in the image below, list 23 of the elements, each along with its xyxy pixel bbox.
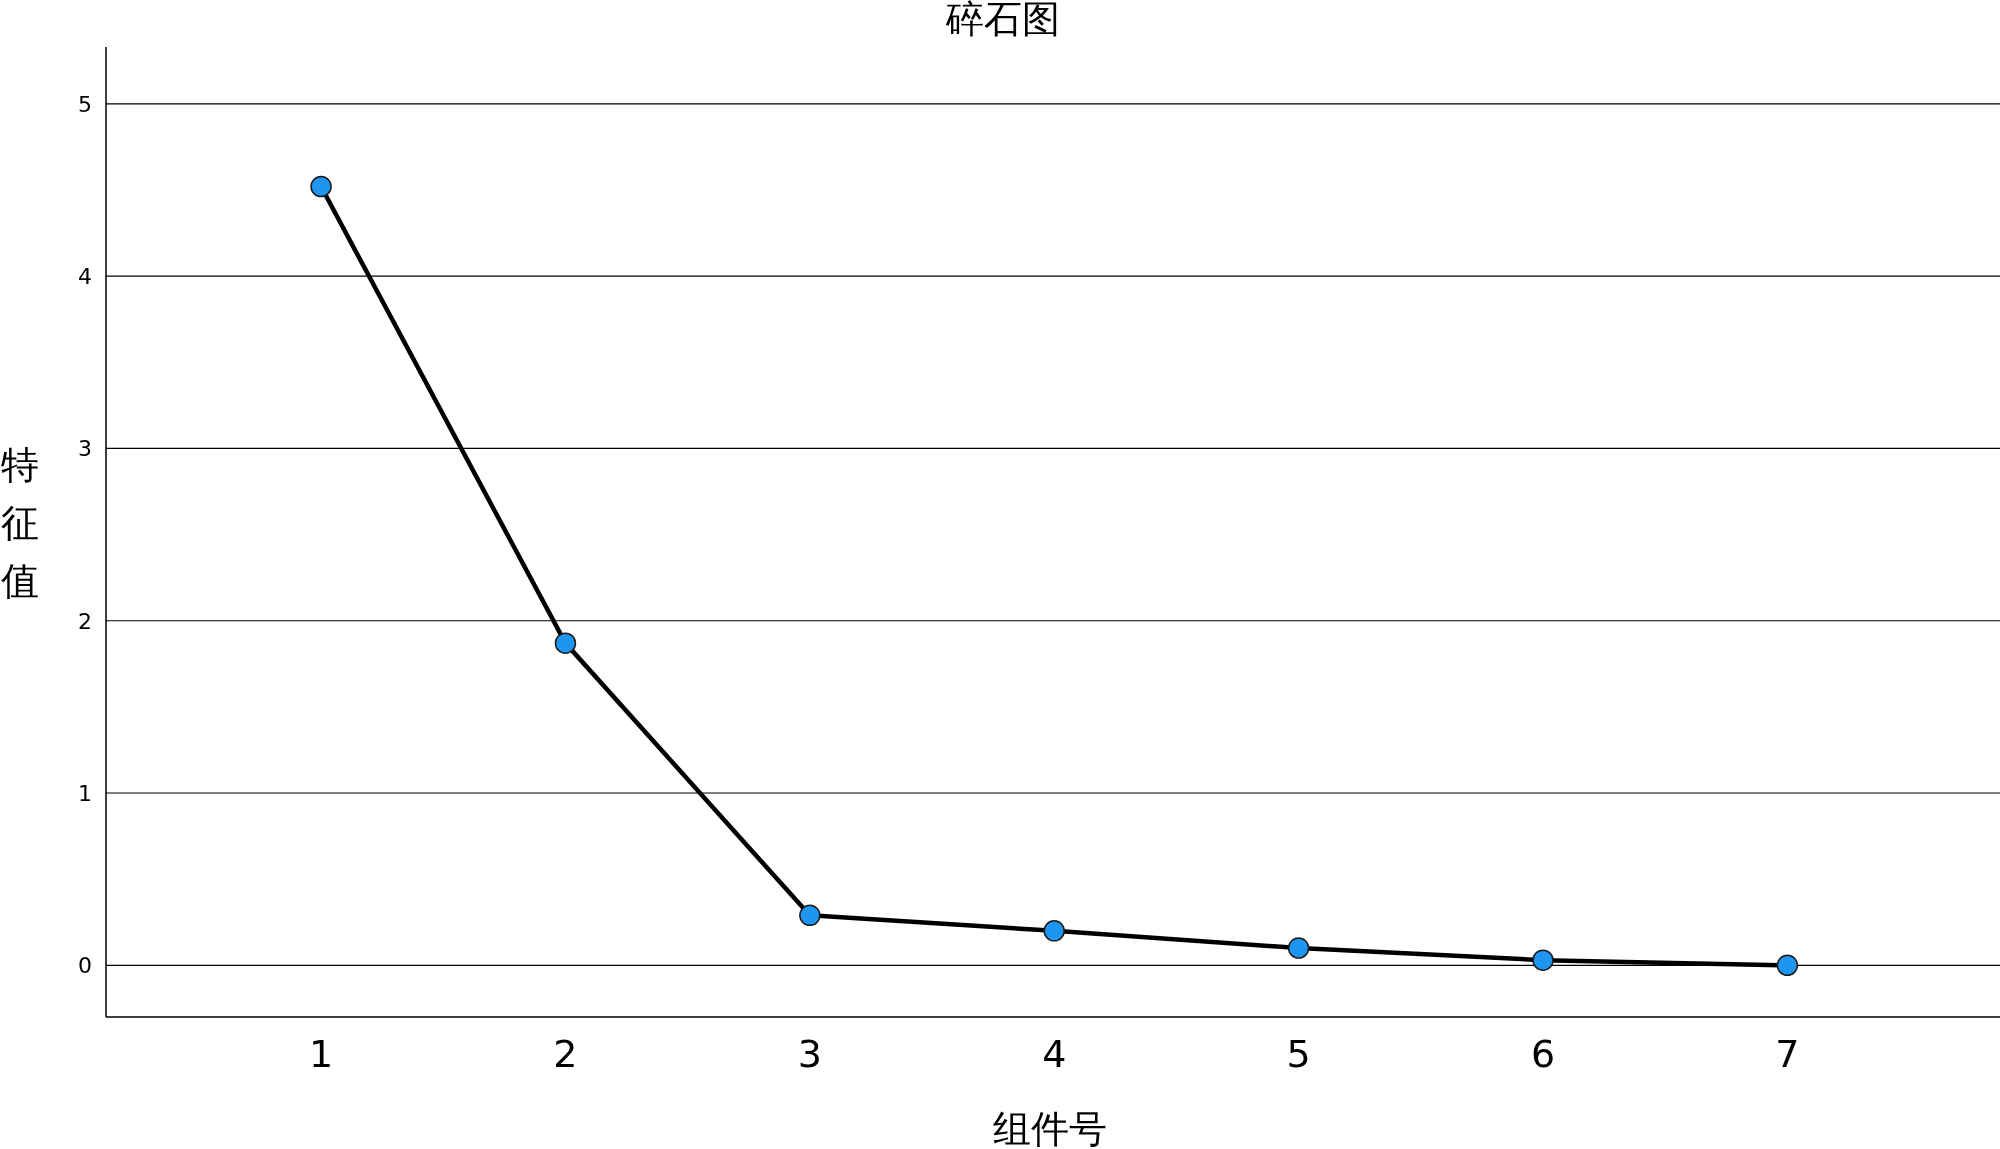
x-tick-label: 4 (1042, 1032, 1067, 1076)
x-tick-label: 3 (797, 1032, 822, 1076)
point (310, 175, 332, 198)
y-tick-label: 3 (78, 436, 92, 462)
x-tick-label: 5 (1286, 1032, 1311, 1076)
x-tick-label: 6 (1530, 1032, 1556, 1076)
point (554, 632, 577, 654)
x-tick-label: 7 (1775, 1032, 1800, 1076)
chart-title: 碎石图 (945, 0, 1060, 41)
y-tick-label: 1 (78, 781, 92, 807)
point (799, 904, 821, 927)
y-axis-title: 特征值 (1, 443, 39, 603)
point (1776, 954, 1799, 977)
x-tick-label: 1 (308, 1032, 334, 1076)
y-tick-label: 5 (78, 91, 92, 117)
y-tick-label: 4 (78, 264, 92, 290)
point (1043, 920, 1065, 942)
point (1532, 949, 1554, 971)
y-tick-label: 2 (78, 608, 92, 634)
x-axis-title: 组件号 (993, 1107, 1107, 1149)
y-tick-label: 0 (78, 953, 92, 979)
x-tick-label: 2 (553, 1032, 578, 1076)
point (1287, 937, 1310, 959)
